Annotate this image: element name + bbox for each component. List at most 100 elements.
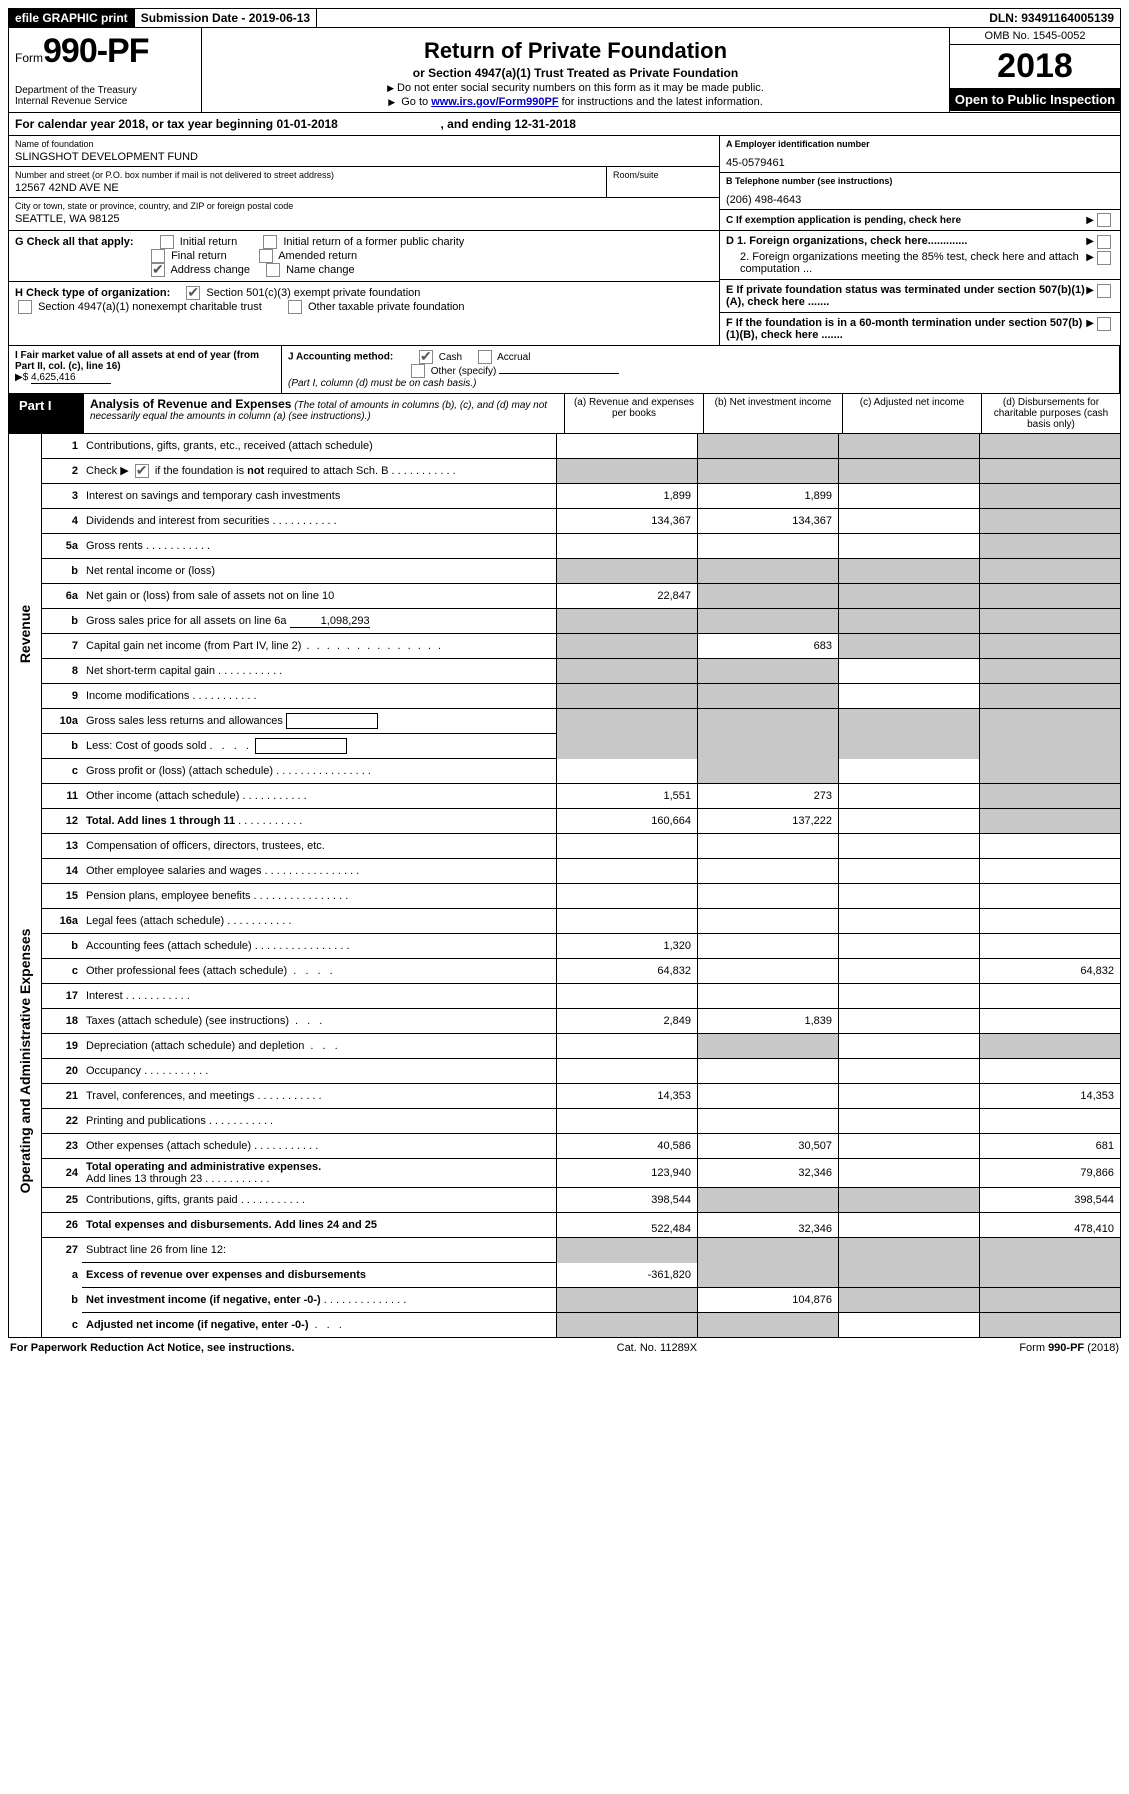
chk-cash[interactable] [419,350,433,364]
chk-501c3[interactable] [186,286,200,300]
r2-not: not [247,465,264,477]
suite-cell: Room/suite [606,167,719,197]
chk-other-tax[interactable] [288,300,302,314]
chk-f[interactable] [1097,317,1111,331]
r27a-a: -361,820 [557,1263,698,1288]
i-arrow: ▶$ [15,372,28,383]
r1-desc: Contributions, gifts, grants, etc., rece… [82,434,557,459]
chk-initial-return[interactable] [160,235,174,249]
chk-schb[interactable] [135,464,149,478]
expense-label: Operating and Administrative Expenses [17,928,33,1193]
col-i: I Fair market value of all assets at end… [9,346,282,393]
opt-amended: Amended return [278,250,357,262]
row-27: 27Subtract line 26 from line 12: [9,1238,1121,1263]
efile-tag: efile GRAPHIC print [9,9,135,27]
id-left: Name of foundation SLINGSHOT DEVELOPMENT… [9,136,719,230]
name-label: Name of foundation [15,139,713,149]
row-21: 21Travel, conferences, and meetings 14,3… [9,1084,1121,1109]
dots [202,1173,269,1185]
arrow-icon [1086,317,1094,329]
r21-d: 14,353 [980,1084,1121,1109]
col-c-header: (c) Adjusted net income [842,394,981,433]
c-label: C If exemption application is pending, c… [726,215,1086,226]
ij-block: I Fair market value of all assets at end… [8,346,1121,394]
row-6b: b Gross sales price for all assets on li… [9,609,1121,634]
suite-label: Room/suite [613,170,713,180]
caly-pre: For calendar year 2018, or tax year begi… [15,117,276,131]
def-right: D 1. Foreign organizations, check here..… [719,231,1120,345]
arrow-icon [1086,215,1094,226]
chk-name-change[interactable] [266,263,280,277]
r24-d: 79,866 [980,1159,1121,1188]
r16a-desc: Legal fees (attach schedule) [86,915,224,927]
chk-d2[interactable] [1097,251,1111,265]
r4-desc: Dividends and interest from securities [86,515,269,527]
row-16a: 16aLegal fees (attach schedule) [9,909,1121,934]
row-25: 25Contributions, gifts, grants paid 398,… [9,1188,1121,1213]
dots: . . . . . [251,890,349,902]
col-d-header: (d) Disbursements for charitable purpose… [981,394,1120,433]
r18-b: 1,839 [698,1009,839,1034]
ein-cell: A Employer identification number 45-0579… [720,136,1120,173]
irs-link[interactable]: www.irs.gov/Form990PF [431,96,558,108]
row-14: 14Other employee salaries and wages . . … [9,859,1121,884]
chk-4947[interactable] [18,300,32,314]
row-4: 4Dividends and interest from securities … [9,509,1121,534]
dots [141,1065,208,1077]
row-15: 15Pension plans, employee benefits . . .… [9,884,1121,909]
row-10c: cGross profit or (loss) (attach schedule… [9,759,1121,784]
note2-pre: Go to [401,96,431,108]
chk-e[interactable] [1097,284,1111,298]
row-16c: cOther professional fees (attach schedul… [9,959,1121,984]
chk-address-change[interactable] [151,263,165,277]
r15-desc: Pension plans, employee benefits [86,890,251,902]
revenue-label: Revenue [17,605,33,663]
calendar-year-row: For calendar year 2018, or tax year begi… [8,113,1121,136]
identification-block: Name of foundation SLINGSHOT DEVELOPMENT… [8,136,1121,231]
opt-other-tax: Other taxable private foundation [308,301,465,313]
r17-desc: Interest [86,990,123,1002]
h-row: H Check type of organization: Section 50… [9,282,719,318]
j-label: J Accounting method: [288,352,393,363]
dots: . . . . . [261,865,359,877]
omb-number: OMB No. 1545-0052 [950,28,1120,45]
chk-accrual[interactable] [478,350,492,364]
chk-other-method[interactable] [411,364,425,378]
tax-year: 2018 [950,45,1120,88]
col-j: J Accounting method: Cash Accrual Other … [282,346,1120,393]
r9-desc: Income modifications [86,690,189,702]
r6a-desc: Net gain or (loss) from sale of assets n… [82,584,557,609]
r24b-txt: Add lines 13 through 23 [86,1173,202,1185]
f-label: F If the foundation is in a 60-month ter… [726,317,1086,341]
chk-d1[interactable] [1097,235,1111,249]
col-b-header: (b) Net investment income [703,394,842,433]
r6a-a: 22,847 [557,584,698,609]
r2-pre: Check ▶ [86,465,129,477]
r25-d: 398,544 [980,1188,1121,1213]
r26-d: 478,410 [980,1213,1121,1238]
r27-desc: Subtract line 26 from line 12: [82,1238,557,1263]
row-27b: bNet investment income (if negative, ent… [9,1288,1121,1313]
row-10a: 10aGross sales less returns and allowanc… [9,709,1121,734]
r16b-a: 1,320 [557,934,698,959]
opt-other: Other (specify) [431,366,497,377]
chk-amended[interactable] [259,249,273,263]
note2-post: for instructions and the latest informat… [559,96,763,108]
r2-mid: if the foundation is [155,465,247,477]
c-checkbox[interactable] [1097,213,1111,227]
privacy-note: Do not enter social security numbers on … [206,82,945,94]
r3-b: 1,899 [698,484,839,509]
footer-mid: Cat. No. 11289X [617,1342,698,1354]
chk-initial-former[interactable] [263,235,277,249]
form-title: Return of Private Foundation [206,38,945,64]
form-no-big: 990-PF [43,32,149,70]
row-13: Operating and Administrative Expenses 13… [9,834,1121,859]
row-23: 23Other expenses (attach schedule) 40,58… [9,1134,1121,1159]
part1-desc: Analysis of Revenue and Expenses (The to… [84,394,564,433]
form-number: Form990-PF [15,32,195,71]
foundation-name: SLINGSHOT DEVELOPMENT FUND [15,151,713,163]
d2-label: 2. Foreign organizations meeting the 85%… [726,251,1086,275]
r26-desc: Total expenses and disbursements. Add li… [82,1213,557,1238]
form-prefix: Form [15,51,43,65]
form-subtitle: or Section 4947(a)(1) Trust Treated as P… [206,66,945,80]
